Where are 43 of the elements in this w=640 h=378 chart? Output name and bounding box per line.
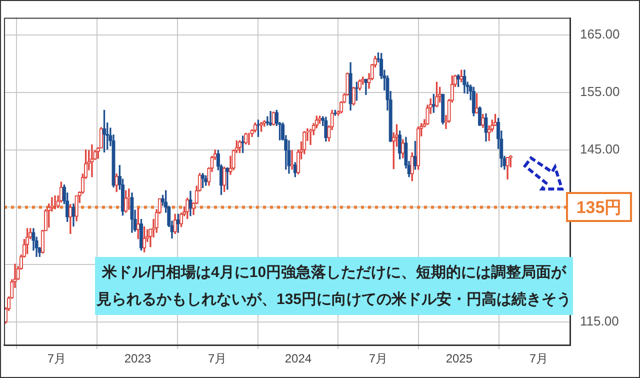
x-tick-label: 2025 — [446, 352, 473, 366]
x-tick-label: 7月 — [529, 352, 548, 366]
candlestick — [173, 214, 177, 234]
candlestick — [290, 150, 294, 170]
candlestick — [401, 139, 405, 158]
candlestick — [90, 144, 94, 178]
candlestick — [268, 111, 272, 126]
candlestick — [474, 93, 479, 114]
candlestick — [272, 112, 276, 126]
y-tick-label: 165.00 — [580, 26, 620, 42]
candlestick — [472, 86, 476, 116]
candlestick — [130, 192, 134, 233]
candlestick — [506, 156, 510, 180]
x-tick-label: 7月 — [208, 352, 227, 366]
candlestick — [484, 113, 488, 142]
candlestick — [142, 226, 146, 252]
x-tick-label: 7月 — [47, 352, 66, 366]
candlestick — [460, 70, 464, 82]
ref-line-label: 135円 — [566, 192, 632, 222]
candlestick — [434, 82, 439, 108]
candlestick — [204, 175, 208, 186]
y-tick-label: 115.00 — [580, 314, 619, 329]
candlestick — [481, 114, 485, 128]
candlestick — [136, 208, 140, 240]
candlestick — [68, 204, 72, 234]
candlestick — [124, 190, 128, 213]
annotation: 見られるかもしれないが、135円に向けての米ドル安・円高は続きそう — [96, 290, 572, 310]
x-tick-label: 2024 — [284, 352, 312, 366]
y-tick-label: 155.00 — [580, 84, 620, 100]
annotation: 米ドル/円相場は4月に10円強急落しただけに、短期的には調整局面が — [102, 263, 566, 283]
candlestick — [244, 132, 248, 144]
candlestick — [74, 195, 78, 222]
candlestick — [139, 218, 144, 251]
candlestick — [398, 130, 402, 160]
candlestick — [478, 106, 482, 126]
x-tick-label: 7月 — [368, 352, 388, 366]
candlestick — [324, 116, 328, 142]
candlestick — [410, 152, 414, 182]
candlestick — [348, 62, 352, 111]
y-tick-label: 145.00 — [580, 141, 620, 156]
candlestick — [238, 140, 242, 154]
candlestick — [364, 78, 368, 96]
x-tick-label: 2023 — [124, 352, 152, 366]
